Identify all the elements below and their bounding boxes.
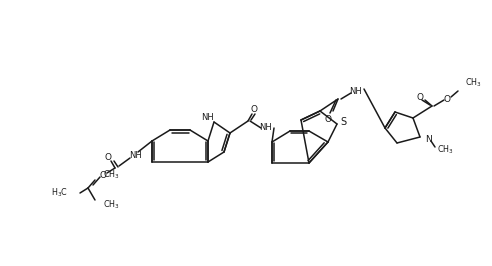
Text: O: O	[417, 93, 424, 102]
Text: NH: NH	[260, 123, 273, 132]
Text: O: O	[443, 94, 451, 103]
Text: CH$_3$: CH$_3$	[464, 77, 482, 89]
Text: O: O	[99, 171, 106, 180]
Text: S: S	[340, 117, 346, 127]
Text: CH$_3$: CH$_3$	[103, 199, 120, 211]
Text: O: O	[250, 106, 257, 114]
Text: O: O	[104, 153, 112, 163]
Text: NH: NH	[201, 113, 214, 122]
Text: O: O	[325, 114, 332, 123]
Text: H$_3$C: H$_3$C	[51, 187, 68, 199]
Text: NH: NH	[350, 86, 363, 95]
Text: CH$_3$: CH$_3$	[436, 144, 454, 156]
Text: NH: NH	[128, 151, 141, 160]
Text: N: N	[425, 135, 431, 143]
Text: CH$_3$: CH$_3$	[103, 169, 120, 181]
